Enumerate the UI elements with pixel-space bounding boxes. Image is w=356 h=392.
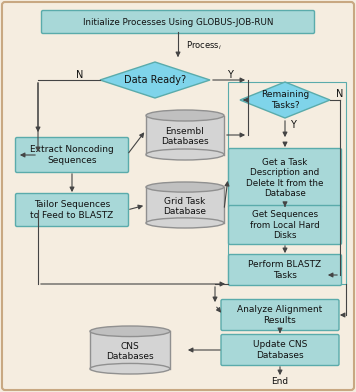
Text: Extract Noncoding
Sequences: Extract Noncoding Sequences xyxy=(30,145,114,165)
FancyBboxPatch shape xyxy=(42,11,314,33)
FancyBboxPatch shape xyxy=(2,2,354,390)
FancyBboxPatch shape xyxy=(16,194,129,227)
Polygon shape xyxy=(100,62,210,98)
Text: Data Ready?: Data Ready? xyxy=(124,75,186,85)
Text: End: End xyxy=(271,377,289,387)
Bar xyxy=(90,331,170,369)
FancyBboxPatch shape xyxy=(221,334,339,365)
Ellipse shape xyxy=(90,326,170,337)
Bar xyxy=(146,116,224,154)
Ellipse shape xyxy=(146,149,224,160)
Text: Get a Task
Description and
Delete It from the
Database: Get a Task Description and Delete It fro… xyxy=(246,158,324,198)
Polygon shape xyxy=(240,82,330,118)
Bar xyxy=(146,187,224,223)
Ellipse shape xyxy=(146,182,224,192)
Text: Ensembl
Databases: Ensembl Databases xyxy=(161,127,209,146)
Text: Process$_i$: Process$_i$ xyxy=(186,40,222,52)
Text: N: N xyxy=(336,89,344,99)
FancyBboxPatch shape xyxy=(229,205,341,245)
Text: Y: Y xyxy=(290,120,296,130)
Text: Remaining
Tasks?: Remaining Tasks? xyxy=(261,90,309,110)
Text: Y: Y xyxy=(227,70,233,80)
FancyBboxPatch shape xyxy=(229,254,341,285)
Text: Grid Task
Database: Grid Task Database xyxy=(163,197,206,216)
Text: Initialize Processes Using GLOBUS-JOB-RUN: Initialize Processes Using GLOBUS-JOB-RU… xyxy=(83,18,273,27)
Text: N: N xyxy=(76,70,84,80)
Text: Update CNS
Databases: Update CNS Databases xyxy=(253,340,307,360)
Ellipse shape xyxy=(146,110,224,121)
Text: Get Sequences
from Local Hard
Disks: Get Sequences from Local Hard Disks xyxy=(250,210,320,240)
FancyBboxPatch shape xyxy=(229,149,341,207)
FancyBboxPatch shape xyxy=(221,299,339,330)
Text: Analyze Alignment
Results: Analyze Alignment Results xyxy=(237,305,323,325)
Ellipse shape xyxy=(90,363,170,374)
FancyBboxPatch shape xyxy=(16,138,129,172)
Text: Tailor Sequences
to Feed to BLASTZ: Tailor Sequences to Feed to BLASTZ xyxy=(30,200,114,220)
Text: Perform BLASTZ
Tasks: Perform BLASTZ Tasks xyxy=(248,260,321,280)
Ellipse shape xyxy=(146,218,224,228)
Text: CNS
Databases: CNS Databases xyxy=(106,342,154,361)
